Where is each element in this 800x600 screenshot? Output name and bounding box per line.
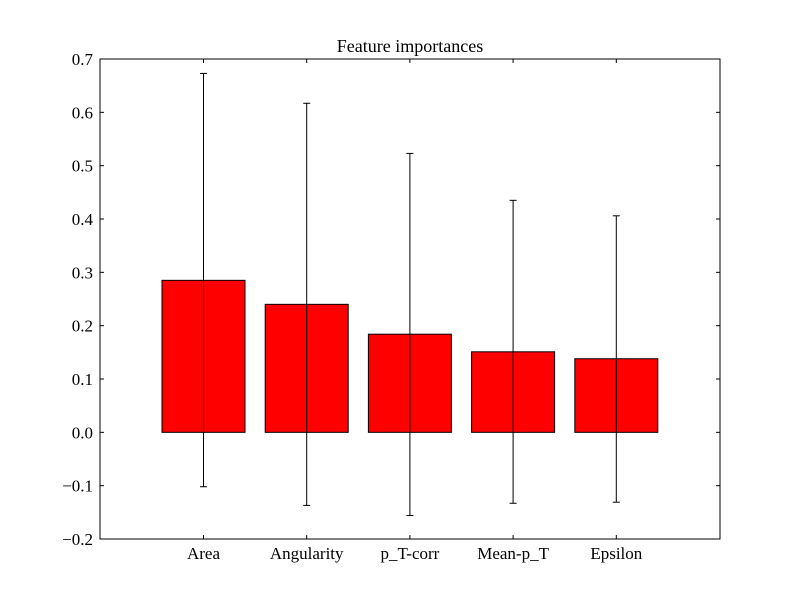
error-bar-epsilon: [612, 215, 620, 503]
error-bars-layer: [200, 72, 620, 517]
error-bar-p-t-corr: [406, 152, 414, 517]
y-tick-label: 0.6: [72, 103, 93, 122]
x-tick-label: Area: [187, 544, 220, 563]
y-tick-label: 0.2: [72, 317, 93, 336]
y-tick-label: 0.4: [72, 210, 94, 229]
y-tick-label: 0.1: [72, 370, 93, 389]
error-bar-area: [200, 72, 207, 488]
y-axis: −0.2 −0.1 0.0 0.1 0.2 0.3 0.4 0.5 0.6 0.7: [62, 50, 720, 549]
error-bar-mean-p-t: [509, 199, 517, 504]
chart-title: Feature importances: [337, 36, 483, 56]
y-tick-label: 0.0: [72, 423, 93, 442]
y-tick-label: 0.7: [72, 50, 94, 69]
y-tick-label: 0.3: [72, 263, 93, 282]
x-tick-label: Mean-p_T: [477, 544, 549, 563]
y-tick-label: −0.1: [62, 477, 93, 496]
x-tick-label: Angularity: [270, 544, 344, 563]
x-tick-label: Epsilon: [590, 544, 642, 563]
x-tick-label: p_T-corr: [380, 544, 439, 563]
error-bar-angularity: [303, 102, 311, 506]
y-tick-label: 0.5: [72, 157, 93, 176]
x-axis: Area Angularity p_T-corr Mean-p_T Epsilon: [187, 59, 643, 563]
y-tick-label: −0.2: [62, 530, 93, 549]
